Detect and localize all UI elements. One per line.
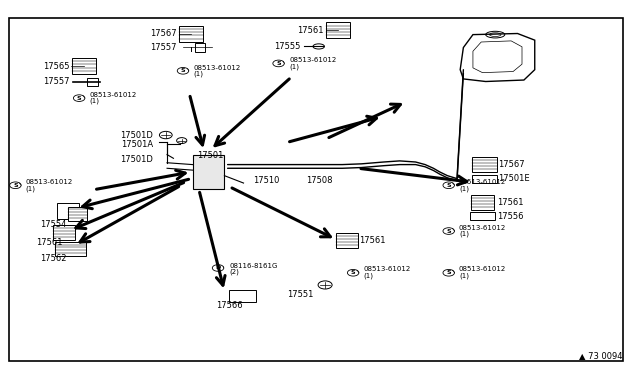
FancyBboxPatch shape (52, 225, 75, 240)
Text: (1): (1) (26, 185, 36, 192)
Bar (470, 212, 495, 220)
Text: 17556: 17556 (497, 212, 524, 221)
Text: S: S (447, 270, 451, 275)
Bar (195, 42, 205, 52)
Text: 17508: 17508 (306, 176, 333, 185)
Text: (1): (1) (194, 71, 204, 77)
Text: 17561: 17561 (360, 236, 386, 245)
Bar (229, 289, 255, 302)
Text: (1): (1) (459, 272, 469, 279)
FancyBboxPatch shape (193, 155, 225, 189)
Text: (1): (1) (459, 231, 469, 237)
Text: 17510: 17510 (253, 176, 279, 185)
Text: 17501A: 17501A (121, 140, 153, 149)
FancyBboxPatch shape (68, 207, 88, 221)
Text: 08513-61012: 08513-61012 (459, 179, 506, 185)
Bar (87, 78, 99, 86)
Text: ▲ 73 0094: ▲ 73 0094 (579, 350, 623, 359)
Text: 08513-61012: 08513-61012 (364, 266, 411, 272)
Text: 17551: 17551 (287, 290, 314, 299)
Text: S: S (447, 183, 451, 188)
Text: (1): (1) (364, 272, 373, 279)
Text: 17501E: 17501E (499, 174, 530, 183)
Text: 17554: 17554 (40, 220, 67, 229)
Text: D: D (216, 266, 221, 270)
Text: S: S (180, 68, 186, 73)
Text: S: S (77, 96, 81, 100)
Text: 17555: 17555 (275, 42, 301, 51)
Text: 17565: 17565 (43, 61, 70, 71)
Text: 08513-61012: 08513-61012 (194, 65, 241, 71)
Bar (472, 174, 497, 183)
Circle shape (177, 138, 187, 144)
Text: (2): (2) (230, 269, 239, 275)
FancyBboxPatch shape (55, 242, 86, 256)
FancyBboxPatch shape (72, 58, 97, 74)
FancyBboxPatch shape (326, 22, 350, 38)
FancyBboxPatch shape (179, 26, 204, 42)
Text: (1): (1) (459, 185, 469, 192)
Text: 17562: 17562 (40, 254, 67, 263)
Circle shape (159, 131, 172, 139)
Text: 08116-8161G: 08116-8161G (230, 263, 278, 269)
Text: 17566: 17566 (216, 301, 243, 310)
Text: 08513-61012: 08513-61012 (26, 179, 73, 185)
Text: 17501D: 17501D (120, 131, 153, 140)
FancyBboxPatch shape (472, 157, 497, 172)
Text: 17557: 17557 (43, 77, 70, 86)
Text: 17561: 17561 (297, 26, 323, 35)
Text: 08513-61012: 08513-61012 (459, 225, 506, 231)
Text: 17501: 17501 (196, 151, 223, 160)
Text: 17561: 17561 (497, 198, 524, 207)
Text: S: S (13, 183, 18, 188)
Text: 17567: 17567 (150, 29, 177, 38)
Text: S: S (276, 61, 281, 66)
Text: 17561: 17561 (36, 238, 63, 247)
Text: S: S (447, 228, 451, 234)
Text: 08513-61012: 08513-61012 (459, 266, 506, 272)
Polygon shape (460, 33, 535, 81)
FancyBboxPatch shape (335, 233, 358, 248)
Text: 08513-61012: 08513-61012 (90, 92, 136, 98)
Bar (57, 203, 79, 219)
Text: S: S (351, 270, 355, 275)
Text: 08513-61012: 08513-61012 (289, 57, 337, 64)
FancyBboxPatch shape (471, 195, 493, 210)
Text: (1): (1) (90, 98, 99, 104)
Circle shape (318, 281, 332, 289)
Text: 17501D: 17501D (120, 154, 153, 164)
Text: 17567: 17567 (499, 160, 525, 169)
Text: 17557: 17557 (150, 43, 177, 52)
Text: (1): (1) (289, 64, 300, 70)
